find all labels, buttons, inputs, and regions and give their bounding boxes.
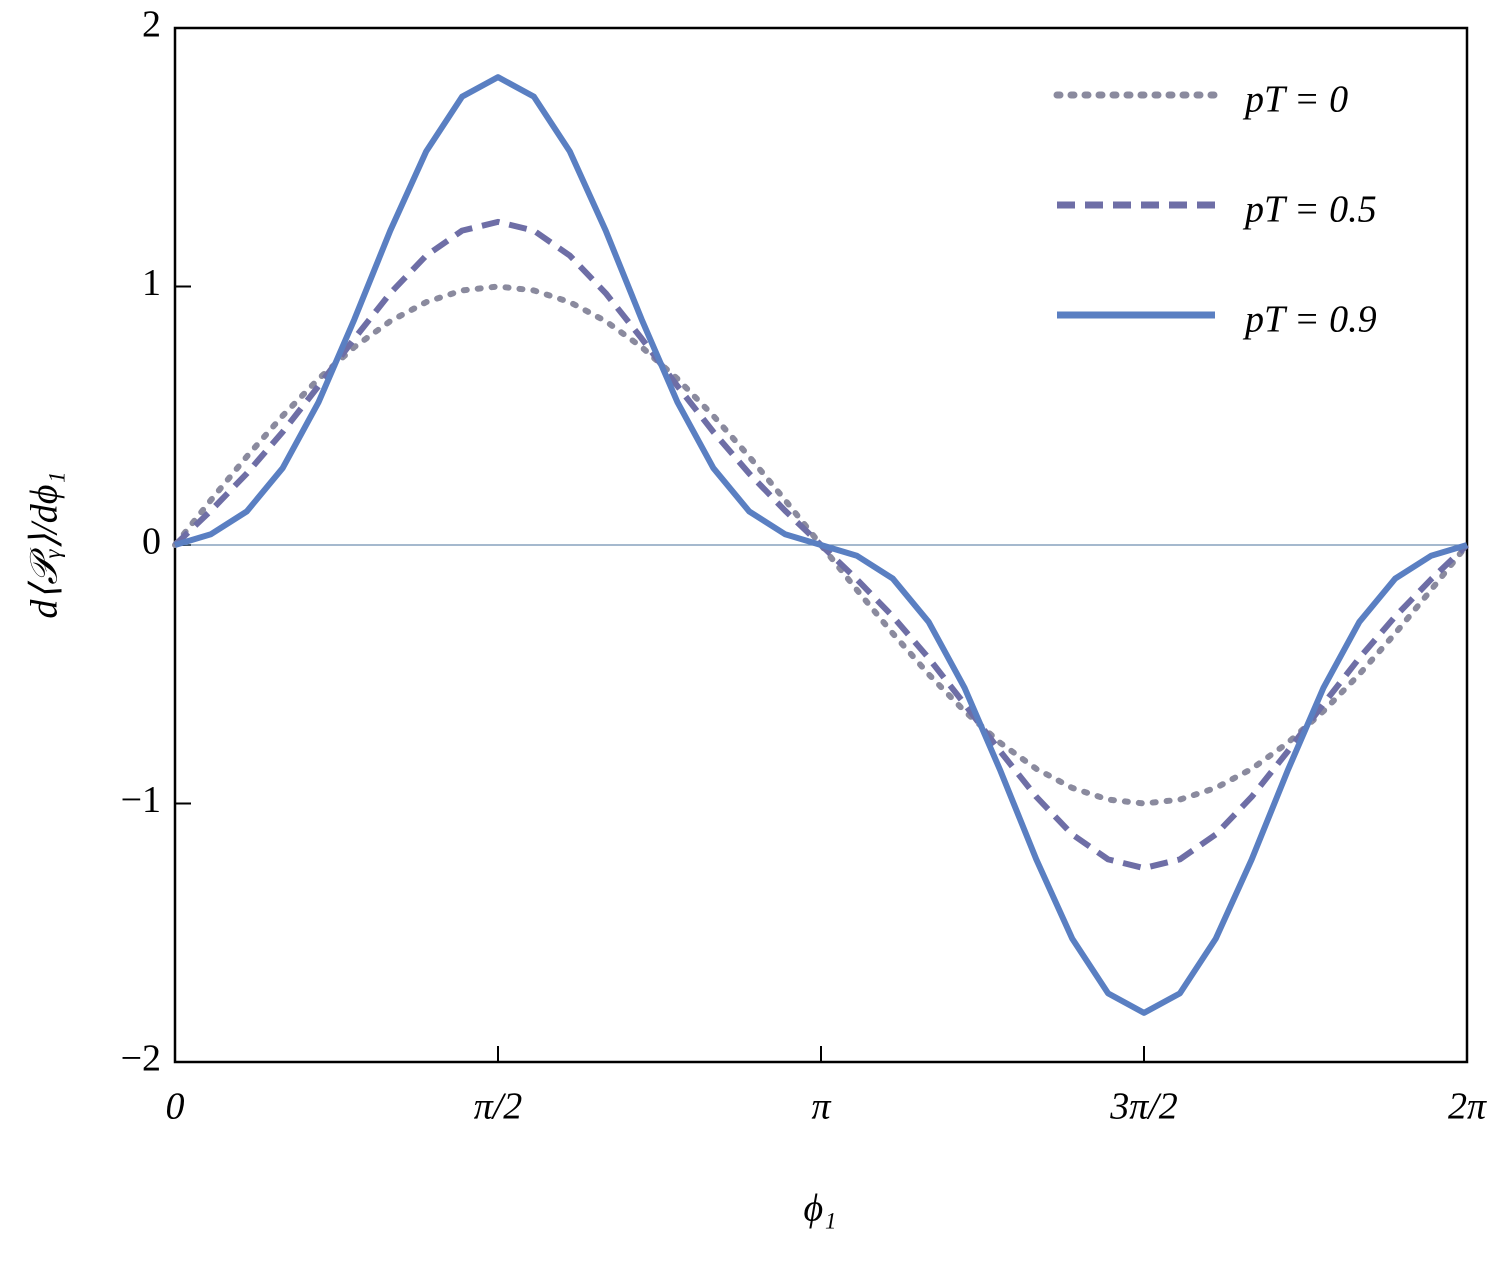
y-tick-label: 0 [142,521,161,563]
x-tick-label: π/2 [474,1086,523,1128]
y-tick-label: −2 [121,1038,161,1080]
x-tick-label: 0 [166,1086,185,1128]
x-tick-label: 2π [1448,1086,1487,1128]
legend-label: pT = 0.9 [1242,299,1377,341]
x-tick-label: π [811,1086,831,1128]
legend-label: pT = 0.5 [1242,189,1377,231]
x-axis-label: ϕ₁ [804,1188,837,1230]
legend-label: pT = 0 [1242,79,1348,121]
series-line [174,74,1468,1016]
y-tick-label: 2 [142,4,161,46]
y-tick-label: 1 [142,262,161,304]
y-axis-label: d⟨𝒫ᵧ⟩/dϕ₁ [24,471,66,618]
x-tick-label: 3π/2 [1109,1086,1178,1128]
y-tick-label: −1 [121,779,161,821]
